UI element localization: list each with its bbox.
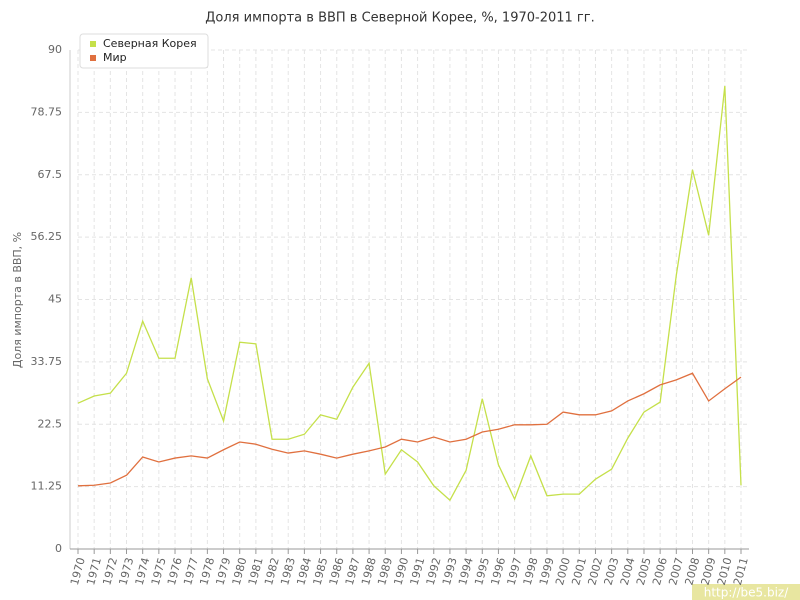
series-line	[77, 372, 742, 487]
y-tick-label: 0	[55, 542, 62, 555]
y-tick-label: 11.25	[31, 480, 63, 493]
y-tick-label: 22.5	[38, 417, 63, 430]
plot	[77, 85, 742, 502]
y-tick-label: 67.5	[38, 168, 63, 181]
chart-title: Доля импорта в ВВП в Северной Корее, %, …	[205, 11, 594, 26]
legend-swatch	[90, 41, 96, 47]
y-tick-label: 90	[48, 43, 62, 56]
watermark-bg	[692, 584, 800, 600]
y-axis-label: Доля импорта в ВВП, %	[11, 232, 24, 368]
y-tick-label: 33.75	[31, 355, 63, 368]
y-tick-label: 45	[48, 293, 62, 306]
watermark: http://be5.biz/	[704, 586, 789, 600]
y-tick-label: 56.25	[31, 230, 63, 243]
grid	[77, 49, 749, 550]
legend-swatch	[90, 55, 96, 61]
series-line	[77, 85, 742, 502]
legend-label: Северная Корея	[103, 37, 197, 50]
y-tick-label: 78.75	[31, 105, 63, 118]
legend-label: Мир	[103, 51, 127, 64]
legend-box	[79, 33, 209, 69]
